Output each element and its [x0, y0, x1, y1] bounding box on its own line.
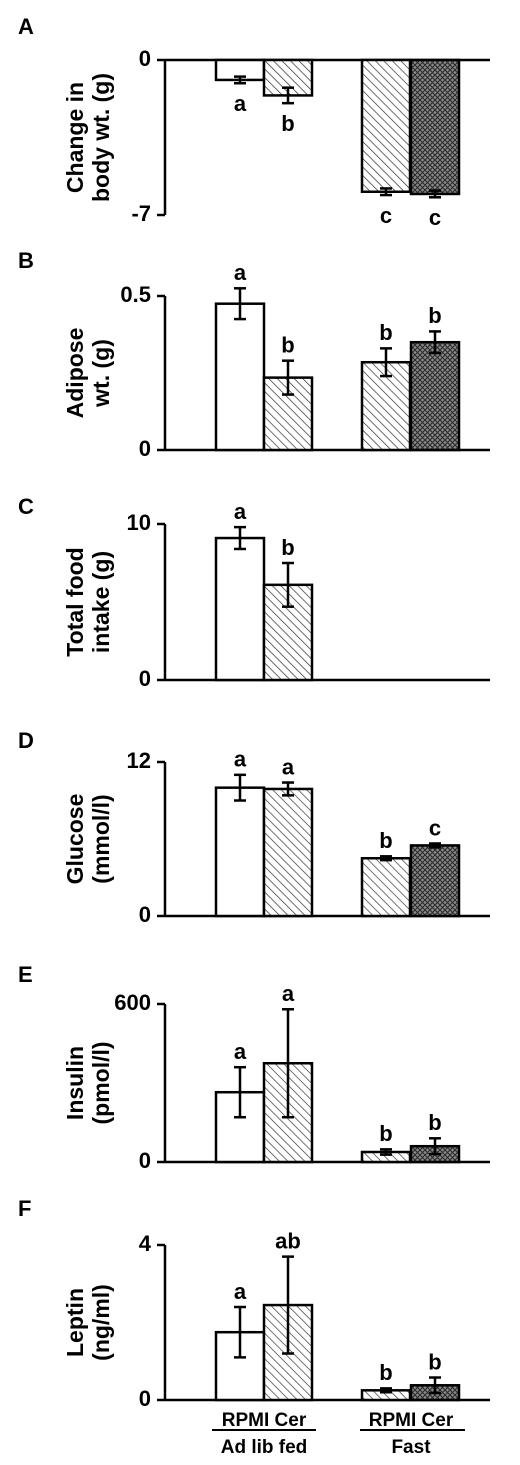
y-tick-label: 0 [139, 436, 151, 461]
significance-letter: b [281, 535, 294, 560]
significance-letter: b [379, 1360, 392, 1385]
panel-letter: F [18, 1196, 31, 1221]
panel-f: F Leptin(ng/ml) 4 0 a ab b b [18, 1196, 490, 1411]
x-group-label-bottom: Ad lib fed [221, 1437, 308, 1458]
y-axis-label-line: (mmol/l) [88, 794, 114, 883]
y-axis-label-line: (ng/ml) [88, 1284, 114, 1361]
significance-letter: b [428, 1349, 441, 1374]
y-tick-label: -7 [131, 201, 151, 226]
bar-a-3 [360, 58, 412, 193]
y-axis-label: Adiposewt. (g) [62, 328, 114, 419]
y-tick-label: 4 [139, 1231, 152, 1256]
significance-letter: b [379, 320, 392, 345]
panel-e: E Insulin(pmol/l) 600 0 a a b b [18, 962, 490, 1173]
significance-letter: c [429, 205, 441, 230]
x-group-label-top: RPMI Cer [369, 1410, 454, 1431]
y-axis-label-line: Change in [62, 82, 88, 193]
y-axis-label: Glucose(mmol/l) [62, 794, 114, 885]
y-tick-label: 12 [127, 748, 151, 773]
bar-a-4 [409, 58, 461, 196]
y-axis-label: Change inbody wt. (g) [62, 73, 114, 202]
y-tick-label: 0 [139, 1148, 151, 1173]
bar-d-1 [214, 786, 266, 918]
significance-letter: a [282, 981, 295, 1006]
y-axis-label: Total foodintake (g) [62, 547, 114, 656]
y-tick-label: 0 [139, 1386, 151, 1411]
bar-d-3 [360, 857, 412, 918]
panel-letter: A [18, 14, 34, 39]
significance-letter: b [379, 828, 392, 853]
panel-letter: D [18, 728, 34, 753]
significance-letter: a [234, 91, 247, 116]
x-group-label-top: RPMI Cer [222, 1410, 307, 1431]
panel-letter: B [18, 248, 34, 273]
bar-d-4 [409, 844, 461, 918]
y-axis-label-line: Total food [62, 547, 88, 656]
y-axis-label-line: Leptin [62, 1288, 88, 1357]
significance-letter: a [234, 747, 247, 772]
bar-d-2 [262, 787, 314, 918]
y-axis-label-line: intake (g) [88, 551, 114, 653]
x-axis-group-labels: RPMI Cer Ad lib fed RPMI Cer Fast [212, 1410, 465, 1458]
significance-letter: c [429, 815, 441, 840]
y-tick-label: 600 [114, 990, 151, 1015]
y-axis-label: Insulin(pmol/l) [62, 1041, 114, 1124]
panel-letter: C [18, 494, 34, 519]
significance-letter: a [234, 260, 247, 285]
panel-c: C Total foodintake (g) 10 0 a b [18, 494, 490, 691]
significance-letter: ab [275, 1228, 301, 1253]
panel-d: D Glucose(mmol/l) 12 0 a a b c [18, 728, 490, 927]
y-axis-label-line: wt. (g) [88, 339, 114, 408]
panel-a: A Change inbody wt. (g) 0 -7 a b c c [18, 14, 490, 230]
significance-letter: a [282, 754, 295, 779]
bar-c-1 [214, 536, 266, 682]
x-group-label-bottom: Fast [391, 1437, 431, 1458]
y-axis-label-line: (pmol/l) [88, 1041, 114, 1124]
significance-letter: a [234, 499, 247, 524]
significance-letter: b [281, 332, 294, 357]
y-axis-label-line: Insulin [62, 1046, 88, 1120]
y-axis-label-line: Adipose [62, 328, 88, 419]
bar-b-4 [409, 340, 461, 452]
significance-letter: a [234, 1279, 247, 1304]
y-axis-label-line: Glucose [62, 794, 88, 885]
y-tick-label: 0 [139, 46, 151, 71]
significance-letter: a [234, 1039, 247, 1064]
significance-letter: c [380, 203, 392, 228]
significance-letter: b [428, 303, 441, 328]
y-axis-label-line: body wt. (g) [88, 73, 114, 202]
significance-letter: b [379, 1121, 392, 1146]
significance-letter: b [281, 111, 294, 136]
bar-b-1 [214, 302, 266, 452]
y-tick-label: 0.5 [120, 282, 151, 307]
y-tick-label: 10 [127, 510, 151, 535]
y-tick-label: 0 [139, 902, 151, 927]
significance-letter: b [428, 1110, 441, 1135]
y-tick-label: 0 [139, 666, 151, 691]
y-axis-label: Leptin(ng/ml) [62, 1284, 114, 1361]
panel-letter: E [18, 962, 33, 987]
